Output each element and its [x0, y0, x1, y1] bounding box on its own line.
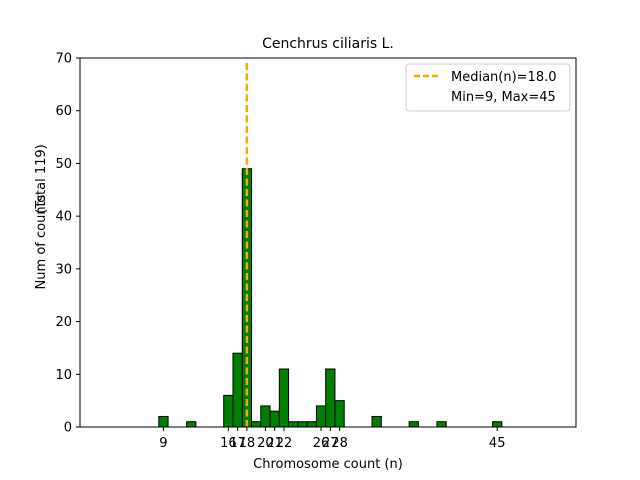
y-tick-label: 0	[64, 421, 72, 436]
x-tick-label: 16	[220, 436, 237, 451]
x-tick-label: 26	[313, 436, 330, 451]
y-axis-total-label: (Total 119)	[34, 144, 49, 213]
x-tick-label: 28	[331, 436, 348, 451]
y-tick-label: 70	[55, 52, 72, 67]
bar-n-23	[288, 421, 299, 428]
y-tick-label: 40	[55, 210, 72, 225]
bar-n-45	[492, 421, 503, 428]
x-tick-label: 22	[276, 436, 293, 451]
bar-n-17	[232, 352, 243, 428]
y-tick-label: 50	[55, 157, 72, 172]
legend: Median(n)=18.0 Min=9, Max=45	[405, 63, 571, 112]
bar-n-21	[269, 410, 280, 428]
x-tick-label: 21	[266, 436, 283, 451]
bar-n-19	[251, 421, 262, 428]
x-tick-label: 45	[489, 436, 506, 451]
x-axis-label: Chromosome count (n)	[253, 457, 403, 472]
bar-n-12	[186, 421, 197, 428]
chart-title: Cenchrus ciliaris L.	[262, 36, 394, 52]
y-tick-label: 20	[55, 315, 72, 330]
bar-n-32	[371, 415, 382, 428]
bars-group	[158, 168, 530, 428]
x-tick-label: 20	[257, 436, 274, 451]
y-axis: 0 10 20 30 40 50 60 70	[55, 52, 80, 436]
legend-range-label: Min=9, Max=45	[451, 90, 556, 105]
x-tick-label: 17	[229, 436, 246, 451]
bar-n-22	[278, 368, 290, 428]
bar-n-36	[408, 421, 419, 428]
y-axis-label: Num of counts	[34, 194, 49, 289]
x-tick-label: 27	[322, 436, 339, 451]
x-tick-label: 18	[239, 436, 256, 451]
bar-n-16	[223, 394, 234, 428]
bar-n-20	[260, 405, 271, 428]
legend-median-label: Median(n)=18.0	[451, 70, 557, 85]
bar-n-25	[306, 421, 317, 428]
bar-n-26	[315, 405, 327, 428]
bar-n-24	[297, 421, 308, 428]
bar-n-39	[436, 421, 447, 428]
bar-n-27	[325, 368, 336, 428]
bar-n-28	[334, 400, 345, 428]
y-tick-label: 30	[55, 262, 72, 277]
bar-n-9	[158, 415, 169, 428]
legend-box	[405, 63, 571, 112]
y-tick-label: 10	[55, 368, 72, 383]
y-tick-label: 60	[55, 104, 72, 119]
plot-frame	[79, 57, 577, 428]
x-tick-label: 9	[159, 436, 167, 451]
